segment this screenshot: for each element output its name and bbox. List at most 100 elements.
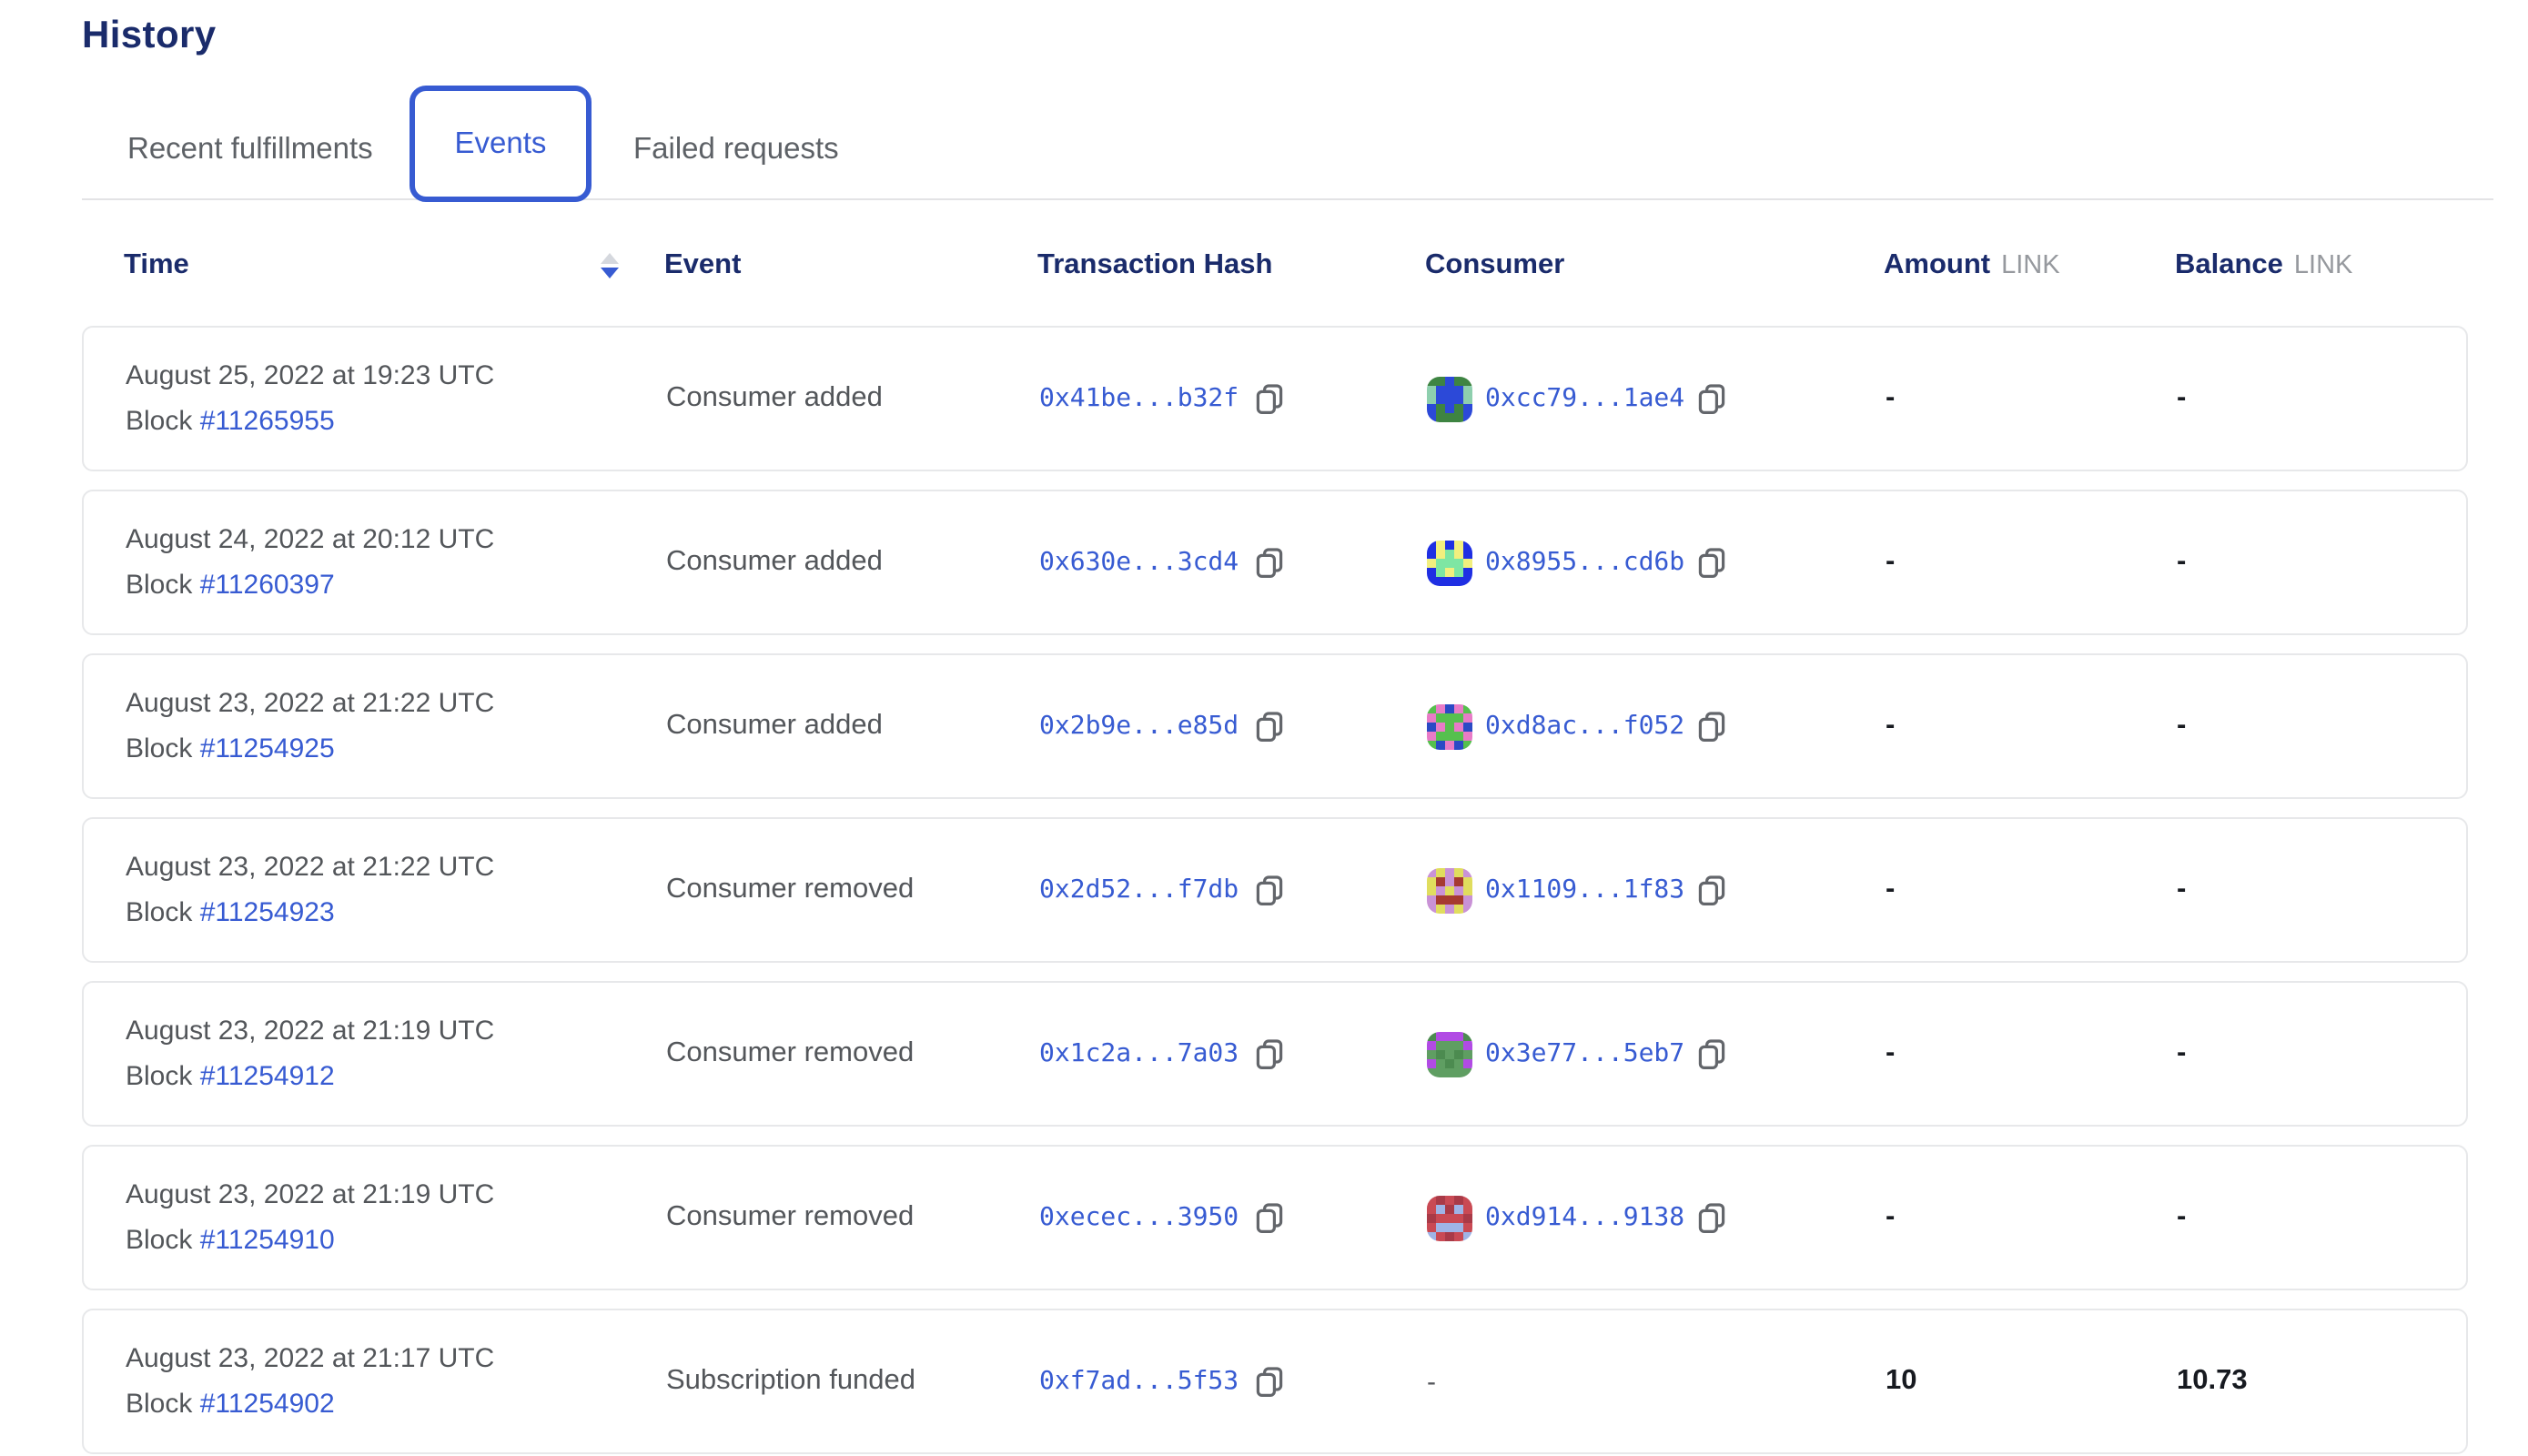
consumer-cell: 0x8955...cd6b 0x8955...cd6b <box>1427 540 1886 585</box>
block-number-link[interactable]: #11254923 <box>199 897 335 928</box>
table-row: August 23, 2022 at 21:19 UTC Block #1125… <box>82 981 2468 1127</box>
consumer-address-link[interactable]: 0x8955...cd6b <box>1485 548 1685 577</box>
block-line: Block #11254902 <box>126 1389 666 1420</box>
consumer-address-link[interactable]: 0x1109...1f83 <box>1485 875 1685 905</box>
consumer-address-link[interactable]: 0xd8ac...f052 <box>1485 712 1685 741</box>
transaction-hash-cell: 0x2b9e...e85d <box>1039 711 1427 742</box>
transaction-hash-link[interactable]: 0xecec...3950 <box>1039 1203 1239 1232</box>
block-number-link[interactable]: #11254902 <box>199 1389 335 1420</box>
block-number-link[interactable]: #11260397 <box>199 570 335 601</box>
amount-value: - <box>1886 1037 1896 1068</box>
event-timestamp: August 23, 2022 at 21:22 UTC <box>126 688 495 719</box>
amount-value: 10 <box>1886 1365 1917 1396</box>
tab-events[interactable]: Events <box>410 86 592 202</box>
event-timestamp: August 23, 2022 at 21:17 UTC <box>126 1343 495 1374</box>
consumer-identicon <box>1427 867 1472 913</box>
column-header-transaction-hash: Transaction Hash <box>1037 249 1273 280</box>
sort-descending-icon[interactable] <box>601 253 619 278</box>
transaction-hash-cell: 0x630e...3cd4 <box>1039 547 1427 578</box>
tab-events-label: Events <box>454 126 547 159</box>
table-row: August 24, 2022 at 20:12 UTC Block #1126… <box>82 490 2468 635</box>
column-header-consumer: Consumer <box>1425 249 1565 280</box>
copy-icon[interactable] <box>1255 1366 1282 1397</box>
transaction-hash-cell: 0xf7ad...5f53 <box>1039 1366 1427 1397</box>
event-timestamp: August 23, 2022 at 21:19 UTC <box>126 1016 495 1046</box>
table-row: August 25, 2022 at 19:23 UTC Block #1126… <box>82 326 2468 471</box>
block-number-link[interactable]: #11254925 <box>199 733 335 764</box>
copy-icon[interactable] <box>1255 1202 1282 1233</box>
consumer-identicon <box>1427 1031 1472 1077</box>
copy-icon[interactable] <box>1697 1038 1724 1069</box>
column-header-time: Time <box>124 249 664 282</box>
consumer-identicon <box>1427 703 1472 749</box>
event-timestamp: August 24, 2022 at 20:12 UTC <box>126 524 495 555</box>
copy-icon[interactable] <box>1697 547 1724 578</box>
table-row: August 23, 2022 at 21:22 UTC Block #1125… <box>82 653 2468 799</box>
consumer-cell: 0x3e77...5eb7 0x3e77...5eb7 <box>1427 1031 1886 1077</box>
block-label: Block <box>126 570 193 601</box>
transaction-hash-link[interactable]: 0x2b9e...e85d <box>1039 712 1239 741</box>
balance-value: - <box>2177 874 2187 905</box>
transaction-hash-link[interactable]: 0x630e...3cd4 <box>1039 548 1239 577</box>
consumer-cell: 0xd8ac...f052 0xd8ac...f052 <box>1427 703 1886 749</box>
block-label: Block <box>126 1389 193 1420</box>
time-cell: August 23, 2022 at 21:19 UTC Block #1125… <box>126 1016 666 1092</box>
copy-icon[interactable] <box>1697 711 1724 742</box>
consumer-empty-value: - <box>1427 1366 1436 1397</box>
amount-value: - <box>1886 382 1896 413</box>
consumer-cell: 0xcc79...1ae4 0xcc79...1ae4 <box>1427 376 1886 421</box>
block-number-link[interactable]: #11254910 <box>199 1225 335 1256</box>
time-cell: August 24, 2022 at 20:12 UTC Block #1126… <box>126 524 666 601</box>
event-type: Consumer added <box>666 546 883 577</box>
block-label: Block <box>126 406 193 437</box>
transaction-hash-link[interactable]: 0x1c2a...7a03 <box>1039 1039 1239 1068</box>
amount-link-unit: LINK <box>2001 251 2060 280</box>
block-label: Block <box>126 1225 193 1256</box>
block-line: Block #11254912 <box>126 1061 666 1092</box>
block-label: Block <box>126 897 193 928</box>
transaction-hash-link[interactable]: 0xf7ad...5f53 <box>1039 1367 1239 1396</box>
consumer-address-link[interactable]: 0xd914...9138 <box>1485 1203 1685 1232</box>
time-header-label: Time <box>124 249 189 280</box>
time-cell: August 23, 2022 at 21:22 UTC Block #1125… <box>126 852 666 928</box>
transaction-hash-cell: 0x41be...b32f <box>1039 383 1427 414</box>
sort-up-arrow-icon <box>601 253 619 264</box>
block-number-link[interactable]: #11265955 <box>199 406 335 437</box>
copy-icon[interactable] <box>1697 1202 1724 1233</box>
copy-icon[interactable] <box>1255 1038 1282 1069</box>
event-type: Consumer removed <box>666 1201 915 1232</box>
consumer-address-link[interactable]: 0xcc79...1ae4 <box>1485 384 1685 413</box>
event-type: Consumer added <box>666 710 883 741</box>
block-number-link[interactable]: #11254912 <box>199 1061 335 1092</box>
block-line: Block #11265955 <box>126 406 666 437</box>
consumer-cell: - - <box>1427 1366 1886 1397</box>
consumer-address-link[interactable]: 0x3e77...5eb7 <box>1485 1039 1685 1068</box>
event-type: Consumer added <box>666 382 883 413</box>
copy-icon[interactable] <box>1255 547 1282 578</box>
history-tabs: Recent fulfillments Events Failed reques… <box>82 58 2528 202</box>
balance-value: - <box>2177 382 2187 413</box>
table-row: August 23, 2022 at 21:17 UTC Block #1125… <box>82 1309 2468 1454</box>
time-cell: August 23, 2022 at 21:17 UTC Block #1125… <box>126 1343 666 1420</box>
transaction-hash-link[interactable]: 0x41be...b32f <box>1039 384 1239 413</box>
copy-icon[interactable] <box>1697 875 1724 905</box>
amount-header-label: Amount <box>1884 249 1991 280</box>
copy-icon[interactable] <box>1697 383 1724 414</box>
balance-header-label: Balance <box>2175 249 2283 280</box>
copy-icon[interactable] <box>1255 383 1282 414</box>
copy-icon[interactable] <box>1255 875 1282 905</box>
tabs-divider <box>82 198 2493 200</box>
copy-icon[interactable] <box>1255 711 1282 742</box>
balance-value: 10.73 <box>2177 1365 2248 1396</box>
column-header-amount: Amount LINK <box>1884 249 2175 282</box>
consumer-cell: 0x1109...1f83 0x1109...1f83 <box>1427 867 1886 913</box>
tab-failed-requests[interactable]: Failed requests <box>633 133 839 166</box>
transaction-hash-cell: 0x1c2a...7a03 <box>1039 1038 1427 1069</box>
transaction-hash-link[interactable]: 0x2d52...f7db <box>1039 875 1239 905</box>
tab-recent-fulfillments[interactable]: Recent fulfillments <box>127 133 373 166</box>
column-header-event: Event <box>664 249 742 280</box>
sort-down-arrow-icon <box>601 268 619 278</box>
page-title: History <box>82 15 217 56</box>
transaction-hash-cell: 0xecec...3950 <box>1039 1202 1427 1233</box>
transaction-hash-cell: 0x2d52...f7db <box>1039 875 1427 905</box>
